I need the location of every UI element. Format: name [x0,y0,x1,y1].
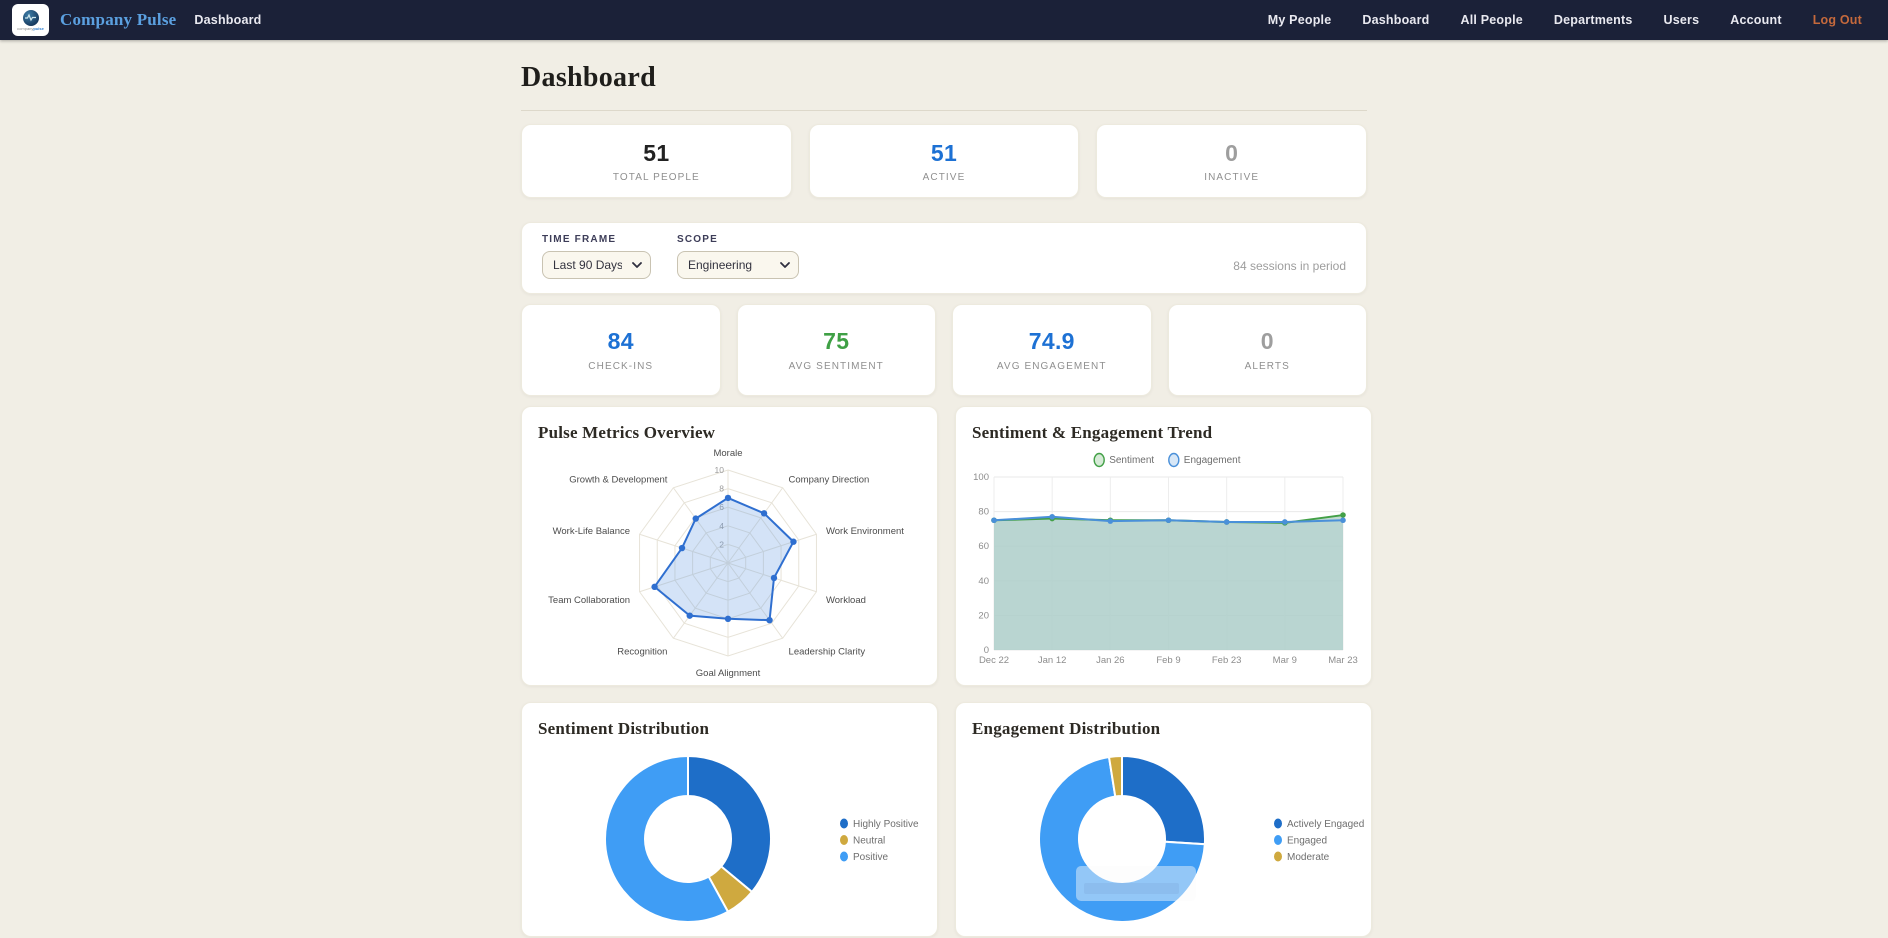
svg-text:10: 10 [715,465,725,475]
svg-text:Work Environment: Work Environment [826,526,904,537]
svg-text:100: 100 [973,472,989,483]
stats-row-people: 51 TOTAL PEOPLE 51 ACTIVE 0 INACTIVE [521,124,1367,199]
stats-row-pulse: 84 CHECK-INS 75 AVG SENTIMENT 74.9 AVG E… [521,304,1367,396]
sentiment-engagement-trend-chart[interactable]: 0 20 40 60 80 100 Dec 22 Jan 12 Jan 26 Feb 9 Feb 2… [972,447,1358,675]
charts-row: Pulse Metrics Overview 2 4 6 8 10 Morale Compa… [521,405,1372,686]
sentiment-distribution-card: Sentiment Distribution Highly Positive Ne… [521,701,938,937]
nav-dashboard[interactable]: Dashboard [1362,13,1430,27]
stat-label: CHECK-INS [588,360,654,372]
stat-value: 0 [1225,140,1239,166]
card-title: Pulse Metrics Overview [538,422,716,442]
svg-text:2: 2 [719,539,724,549]
svg-text:Workload: Workload [826,595,866,606]
sentiment-distribution-donut-chart[interactable]: Highly Positive Neutral Positive [538,743,921,935]
svg-text:0: 0 [984,645,989,656]
stat-card-total-people: 51 TOTAL PEOPLE [521,124,792,199]
stat-value: 74.9 [1028,328,1075,355]
pulse-metrics-card: Pulse Metrics Overview 2 4 6 8 10 Morale Compa… [521,405,938,686]
logout-link[interactable]: Log Out [1812,13,1862,27]
svg-text:Mar 23: Mar 23 [1328,655,1358,666]
pulse-metrics-radar-chart[interactable]: 2 4 6 8 10 Morale Company Direction Work Enviro… [538,447,921,679]
nav-dashboard-left[interactable]: Dashboard [194,13,262,27]
distribution-row: Sentiment Distribution Highly Positive Ne… [521,701,1372,937]
nav-right: My People Dashboard All People Departmen… [1268,13,1862,27]
brand-name[interactable]: Company Pulse [60,10,177,29]
svg-text:Highly Positive: Highly Positive [853,819,919,830]
svg-text:80: 80 [978,506,989,517]
svg-text:Jan 26: Jan 26 [1096,655,1125,666]
svg-text:20: 20 [978,610,989,621]
svg-text:6: 6 [719,502,724,512]
svg-text:Actively Engaged: Actively Engaged [1287,819,1364,830]
svg-text:Neutral: Neutral [853,835,885,846]
engagement-distribution-donut-chart[interactable]: Actively Engaged Engaged Moderate [972,743,1364,935]
svg-text:Morale: Morale [713,448,742,459]
svg-text:Growth & Development: Growth & Development [569,475,668,486]
svg-text:Positive: Positive [853,852,888,863]
svg-text:40: 40 [978,576,989,587]
nav-all-people[interactable]: All People [1460,13,1523,27]
svg-text:Moderate: Moderate [1287,852,1330,863]
time-frame-group: TIME FRAME Last 90 Days [542,234,651,280]
svg-text:8: 8 [719,483,724,493]
svg-text:Jan 12: Jan 12 [1038,655,1067,666]
stat-value: 84 [607,328,634,355]
stat-card-alerts: 0 ALERTS [1167,304,1367,396]
top-navbar: companypulse Company Pulse Dashboard My … [0,0,1888,40]
stat-label: AVG ENGAGEMENT [996,360,1107,372]
card-title: Sentiment & Engagement Trend [972,422,1213,442]
svg-text:Sentiment: Sentiment [1109,455,1154,466]
stat-label: AVG SENTIMENT [788,360,884,372]
nav-account[interactable]: Account [1730,13,1782,27]
svg-text:Mar 9: Mar 9 [1273,655,1297,666]
stat-value: 51 [930,140,958,166]
svg-text:60: 60 [978,541,989,552]
nav-departments[interactable]: Departments [1553,13,1633,27]
sessions-in-period-note: 84 sessions in period [1233,259,1346,274]
filter-bar: TIME FRAME Last 90 Days SCOPE Engineerin… [521,222,1367,295]
svg-text:Company Direction: Company Direction [789,475,870,486]
logo-wordmark: companypulse [17,25,44,31]
card-title: Engagement Distribution [972,718,1161,738]
scope-label: SCOPE [677,234,719,246]
stat-value: 0 [1260,328,1274,355]
nav-users[interactable]: Users [1663,13,1700,27]
svg-text:Leadership Clarity: Leadership Clarity [789,646,866,657]
main-content: Dashboard 51 TOTAL PEOPLE 51 ACTIVE 0 IN… [521,62,1372,937]
svg-text:Engagement: Engagement [1184,455,1241,466]
trend-card: Sentiment & Engagement Trend 0 20 40 60 80 10… [955,405,1372,686]
svg-text:Goal Alignment: Goal Alignment [696,668,761,679]
svg-text:Team Collaboration: Team Collaboration [548,595,630,606]
stat-card-avg-engagement: 74.9 AVG ENGAGEMENT [952,304,1152,396]
svg-text:4: 4 [719,521,724,531]
card-title: Sentiment Distribution [538,718,710,738]
pulse-logo-icon [22,9,39,26]
engagement-distribution-card: Engagement Distribution Actively Engaged… [955,701,1372,937]
svg-text:Feb 9: Feb 9 [1156,655,1180,666]
nav-my-people[interactable]: My People [1267,13,1332,27]
stat-label: INACTIVE [1204,172,1260,184]
app-logo[interactable]: companypulse [12,4,49,36]
time-frame-label: TIME FRAME [542,234,617,246]
svg-text:Recognition: Recognition [617,646,667,657]
stat-label: TOTAL PEOPLE [612,172,700,184]
stat-label: ACTIVE [922,172,966,184]
stat-card-active: 51 ACTIVE [808,124,1080,199]
stat-card-avg-sentiment: 75 AVG SENTIMENT [736,304,936,396]
stat-card-check-ins: 84 CHECK-INS [521,304,721,396]
stat-card-inactive: 0 INACTIVE [1096,124,1367,199]
stat-value: 51 [643,140,670,166]
stat-label: ALERTS [1244,360,1290,372]
svg-text:Feb 23: Feb 23 [1212,655,1242,666]
chart-tooltip-overlay [1076,865,1196,901]
scope-group: SCOPE Engineering [677,234,799,280]
page-title: Dashboard [521,62,1367,111]
svg-text:Work-Life Balance: Work-Life Balance [553,526,630,537]
svg-text:Engaged: Engaged [1287,835,1327,846]
svg-text:Dec 22: Dec 22 [979,655,1009,666]
stat-value: 75 [823,328,850,355]
time-frame-select[interactable]: Last 90 Days [542,251,651,280]
scope-select[interactable]: Engineering [677,251,799,280]
